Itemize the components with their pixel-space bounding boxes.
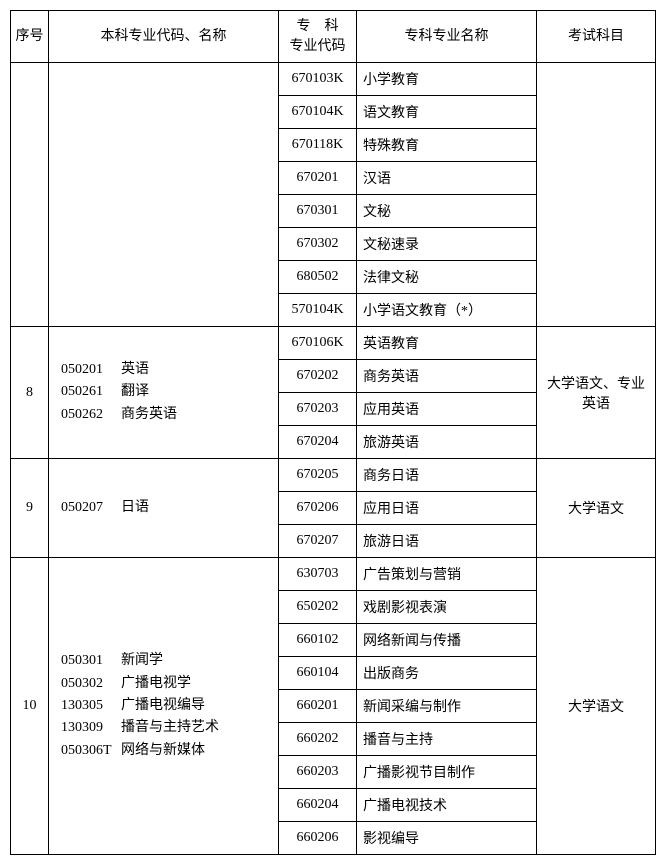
col-header-name: 专科专业名称	[357, 11, 537, 63]
major-entry: 130305广播电视编导	[61, 695, 205, 717]
major-name: 播音与主持艺术	[121, 717, 219, 739]
spec-name-cell: 小学教育	[357, 63, 537, 96]
major-code: 130305	[61, 695, 121, 717]
spec-name-cell: 语文教育	[357, 96, 537, 129]
major-entry: 050261翻译	[61, 381, 149, 403]
spec-code-cell: 570104K	[279, 294, 357, 327]
spec-name-cell: 网络新闻与传播	[357, 624, 537, 657]
spec-code-cell: 670206	[279, 492, 357, 525]
majors-cell	[49, 63, 279, 327]
spec-name-cell: 汉语	[357, 162, 537, 195]
major-entry: 050306T网络与新媒体	[61, 740, 205, 762]
spec-name-cell: 戏剧影视表演	[357, 591, 537, 624]
table-row: 670103K小学教育	[11, 63, 656, 96]
major-name: 英语	[121, 359, 149, 381]
spec-name-cell: 商务英语	[357, 360, 537, 393]
spec-name-cell: 商务日语	[357, 459, 537, 492]
spec-name-cell: 小学语文教育（*）	[357, 294, 537, 327]
major-code: 050302	[61, 673, 121, 695]
spec-name-cell: 出版商务	[357, 657, 537, 690]
major-name: 新闻学	[121, 650, 163, 672]
major-entry: 050201英语	[61, 359, 149, 381]
table-header-row: 序号 本科专业代码、名称 专 科 专业代码 专科专业名称 考试科目	[11, 11, 656, 63]
spec-code-cell: 660104	[279, 657, 357, 690]
major-entry: 050301新闻学	[61, 650, 163, 672]
majors-cell: 050201英语050261翻译050262商务英语	[49, 327, 279, 459]
spec-code-cell: 660204	[279, 789, 357, 822]
major-code: 050207	[61, 497, 121, 519]
spec-name-cell: 新闻采编与制作	[357, 690, 537, 723]
table-row: 9050207日语670205商务日语大学语文	[11, 459, 656, 492]
spec-code-cell: 650202	[279, 591, 357, 624]
major-code: 050301	[61, 650, 121, 672]
spec-code-cell: 670302	[279, 228, 357, 261]
spec-code-cell: 670104K	[279, 96, 357, 129]
major-name: 翻译	[121, 381, 149, 403]
spec-name-cell: 英语教育	[357, 327, 537, 360]
idx-cell: 8	[11, 327, 49, 459]
spec-code-cell: 680502	[279, 261, 357, 294]
spec-code-cell: 670103K	[279, 63, 357, 96]
spec-name-cell: 广告策划与营销	[357, 558, 537, 591]
table-row: 10050301新闻学050302广播电视学130305广播电视编导130309…	[11, 558, 656, 591]
major-code: 130309	[61, 717, 121, 739]
exam-cell: 大学语文、专业英语	[537, 327, 656, 459]
spec-code-cell: 630703	[279, 558, 357, 591]
col-header-exam: 考试科目	[537, 11, 656, 63]
spec-code-cell: 660202	[279, 723, 357, 756]
major-name: 商务英语	[121, 404, 177, 426]
spec-code-cell: 660201	[279, 690, 357, 723]
spec-name-cell: 特殊教育	[357, 129, 537, 162]
majors-cell: 050301新闻学050302广播电视学130305广播电视编导130309播音…	[49, 558, 279, 855]
major-entry: 050207日语	[61, 497, 149, 519]
major-code: 050306T	[61, 740, 121, 762]
spec-code-cell: 670202	[279, 360, 357, 393]
table-row: 8050201英语050261翻译050262商务英语670106K英语教育大学…	[11, 327, 656, 360]
exam-cell: 大学语文	[537, 459, 656, 558]
spec-name-cell: 旅游日语	[357, 525, 537, 558]
major-code: 050201	[61, 359, 121, 381]
major-entry: 130309播音与主持艺术	[61, 717, 219, 739]
major-entry: 050302广播电视学	[61, 673, 191, 695]
col-header-code: 专 科 专业代码	[279, 11, 357, 63]
col-header-major: 本科专业代码、名称	[49, 11, 279, 63]
major-name: 广播电视编导	[121, 695, 205, 717]
major-entry: 050262商务英语	[61, 404, 177, 426]
spec-name-cell: 文秘速录	[357, 228, 537, 261]
spec-code-cell: 670207	[279, 525, 357, 558]
exam-cell: 大学语文	[537, 558, 656, 855]
spec-name-cell: 影视编导	[357, 822, 537, 855]
spec-code-cell: 670301	[279, 195, 357, 228]
spec-name-cell: 法律文秘	[357, 261, 537, 294]
spec-name-cell: 应用英语	[357, 393, 537, 426]
spec-code-cell: 670205	[279, 459, 357, 492]
major-code: 050262	[61, 404, 121, 426]
major-code: 050261	[61, 381, 121, 403]
idx-cell	[11, 63, 49, 327]
spec-code-cell: 670118K	[279, 129, 357, 162]
spec-name-cell: 广播影视节目制作	[357, 756, 537, 789]
major-name: 网络与新媒体	[121, 740, 205, 762]
spec-code-cell: 670106K	[279, 327, 357, 360]
major-name: 日语	[121, 497, 149, 519]
idx-cell: 10	[11, 558, 49, 855]
spec-name-cell: 旅游英语	[357, 426, 537, 459]
spec-code-cell: 670203	[279, 393, 357, 426]
spec-code-cell: 660102	[279, 624, 357, 657]
spec-code-cell: 660203	[279, 756, 357, 789]
col-header-idx: 序号	[11, 11, 49, 63]
table-body: 670103K小学教育670104K语文教育670118K特殊教育670201汉…	[11, 63, 656, 855]
spec-name-cell: 广播电视技术	[357, 789, 537, 822]
idx-cell: 9	[11, 459, 49, 558]
majors-table: 序号 本科专业代码、名称 专 科 专业代码 专科专业名称 考试科目 670103…	[10, 10, 656, 855]
spec-name-cell: 播音与主持	[357, 723, 537, 756]
exam-cell	[537, 63, 656, 327]
spec-code-cell: 670201	[279, 162, 357, 195]
major-name: 广播电视学	[121, 673, 191, 695]
majors-cell: 050207日语	[49, 459, 279, 558]
spec-code-cell: 660206	[279, 822, 357, 855]
spec-name-cell: 文秘	[357, 195, 537, 228]
spec-code-cell: 670204	[279, 426, 357, 459]
spec-name-cell: 应用日语	[357, 492, 537, 525]
